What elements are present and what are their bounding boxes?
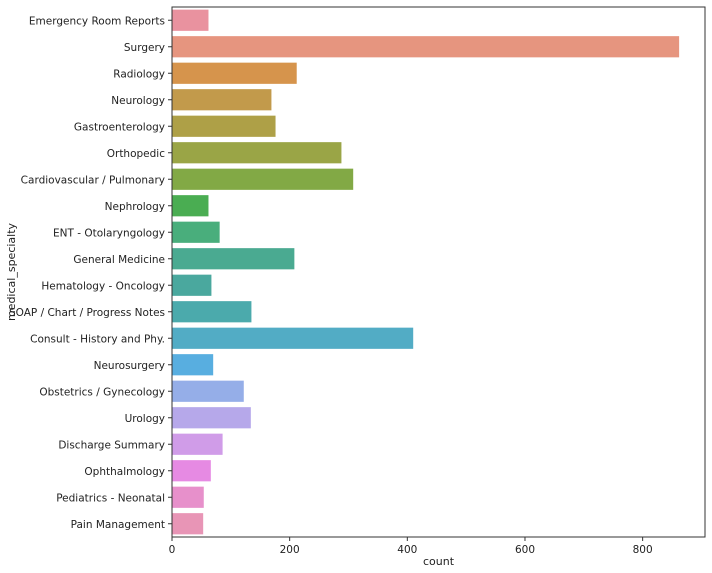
bar (172, 274, 212, 296)
y-tick-label: ENT - Otolaryngology (53, 227, 165, 239)
y-tick-label: Cardiovascular / Pulmonary (21, 174, 165, 186)
x-axis-label: count (423, 555, 455, 568)
bar (172, 327, 414, 349)
bar (172, 433, 223, 455)
bar (172, 407, 251, 429)
bar (172, 248, 295, 270)
y-tick-label: Ophthalmology (84, 466, 165, 478)
y-tick-label: Radiology (113, 68, 165, 80)
bar (172, 301, 252, 323)
y-tick-label: Obstetrics / Gynecology (39, 386, 165, 398)
y-tick-label: Nephrology (105, 201, 165, 213)
x-tick-label: 400 (397, 544, 417, 556)
bar (172, 9, 209, 31)
y-tick-label: General Medicine (73, 254, 165, 266)
bar (172, 62, 297, 84)
bar (172, 354, 214, 376)
y-tick-label: Pain Management (71, 519, 165, 531)
y-tick-label: Neurology (111, 95, 165, 107)
y-tick-label: Gastroenterology (74, 121, 165, 133)
y-tick-label: Orthopedic (107, 148, 165, 160)
x-tick-label: 200 (280, 544, 300, 556)
y-axis-label: medical_specialty (5, 222, 18, 321)
y-tick-label: Urology (125, 413, 165, 425)
y-tick-label: Neurosurgery (94, 360, 165, 372)
bar (172, 36, 680, 58)
y-tick-label: Discharge Summary (58, 439, 165, 451)
y-tick-label: Pediatrics - Neonatal (56, 492, 165, 504)
bar (172, 380, 244, 402)
y-tick-label: Emergency Room Reports (29, 15, 165, 27)
bar (172, 221, 220, 243)
bar (172, 89, 272, 111)
bar (172, 513, 204, 535)
y-tick-label: Consult - History and Phy. (30, 333, 165, 345)
bar (172, 195, 209, 217)
bar (172, 142, 342, 164)
bar (172, 168, 354, 190)
axes-frame (171, 6, 706, 538)
bar (172, 115, 276, 137)
bar (172, 460, 211, 482)
y-tick-label: Hematology - Oncology (41, 280, 165, 292)
y-tick-label: SOAP / Chart / Progress Notes (9, 307, 165, 319)
y-tick-label: Surgery (124, 42, 165, 54)
x-tick-label: 600 (515, 544, 535, 556)
x-tick-label: 0 (169, 544, 176, 556)
bar (172, 486, 204, 508)
x-tick-label: 800 (633, 544, 653, 556)
